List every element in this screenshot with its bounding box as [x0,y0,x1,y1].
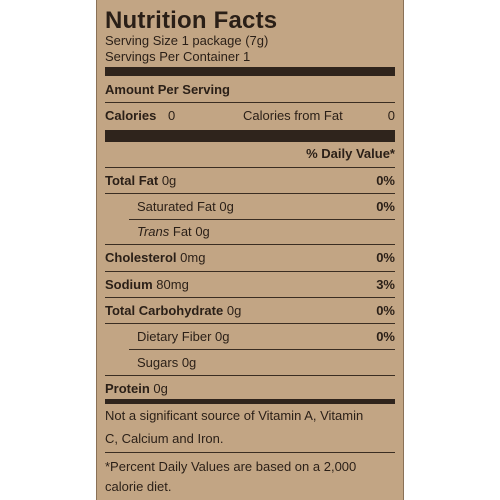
nutrient-suffix: Fat [172,224,192,239]
vitamin-note-line1: Not a significant source of Vitamin A, V… [105,408,364,423]
vitamin-note-line2: C, Calcium and Iron. [105,431,224,446]
daily-value-header: % Daily Value* [306,146,395,161]
nutrient-amount: 0mg [180,250,206,265]
nutrient-row-sodium: Sodium 80mg 3% [105,275,395,295]
nutrient-pct: 0% [376,303,395,318]
nutrient-amount: 0g [219,199,234,214]
calories-row: Calories 0 Calories from Fat 0 [105,106,395,126]
nutrient-name: Sodium [105,277,153,292]
nutrition-label: Nutrition Facts Serving Size 1 package (… [96,0,404,500]
divider [105,452,395,453]
nutrient-row-cholesterol: Cholesterol 0mg 0% [105,248,395,268]
divider [105,102,395,103]
calories-from-fat-label: Calories from Fat [243,108,343,123]
divider [129,349,395,350]
nutrient-name: Sugars [137,355,179,370]
nutrient-row-sugars: Sugars 0g [105,353,395,373]
divider [105,244,395,245]
footnote-line1: *Percent Daily Values are based on a 2,0… [105,459,357,474]
thick-divider [105,130,395,142]
footnote-line2: calorie diet. [105,479,172,494]
nutrient-name: Total Carbohydrate [105,303,224,318]
serving-size: Serving Size 1 package (7g) [105,33,269,48]
nutrient-pct: 0% [376,199,395,214]
nutrient-name: Dietary Fiber [137,329,212,344]
nutrient-pct: 0% [376,173,395,188]
servings-per-container: Servings Per Container 1 [105,49,251,64]
nutrient-pct: 0% [376,250,395,265]
thick-divider [105,67,395,76]
nutrient-pct: 3% [376,277,395,292]
nutrient-name: Saturated Fat [137,199,216,214]
calories-label: Calories [105,108,157,123]
nutrient-row-dietary-fiber: Dietary Fiber 0g 0% [105,327,395,347]
label-title: Nutrition Facts [105,7,278,34]
calories-value: 0 [167,108,176,123]
nutrient-name: Cholesterol [105,250,177,265]
nutrient-pct: 0% [376,329,395,344]
divider [105,323,395,324]
nutrient-name: Total Fat [105,173,159,188]
nutrient-amount: 0g [153,381,168,396]
nutrient-amount: 0g [195,224,210,239]
nutrient-row-total-carbohydrate: Total Carbohydrate 0g 0% [105,301,395,321]
divider [105,167,395,168]
calories-from-fat-value: 0 [387,108,395,123]
nutrient-name: Protein [105,381,150,396]
divider [105,193,395,194]
divider [105,271,395,272]
nutrient-amount: 80mg [156,277,189,292]
nutrient-row-protein: Protein 0g [105,379,395,399]
divider [105,375,395,376]
divider [105,297,395,298]
nutrient-amount: 0g [181,355,197,370]
nutrient-row-total-fat: Total Fat 0g 0% [105,171,395,191]
nutrient-name: Trans [137,224,170,239]
nutrient-amount: 0g [215,329,230,344]
nutrient-row-trans-fat: Trans Fat 0g [105,222,395,242]
nutrient-row-saturated-fat: Saturated Fat 0g 0% [105,197,395,217]
thick-divider [105,399,395,404]
divider [129,219,395,220]
nutrient-amount: 0g [161,173,177,188]
amount-per-serving: Amount Per Serving [105,82,230,97]
nutrient-amount: 0g [226,303,242,318]
